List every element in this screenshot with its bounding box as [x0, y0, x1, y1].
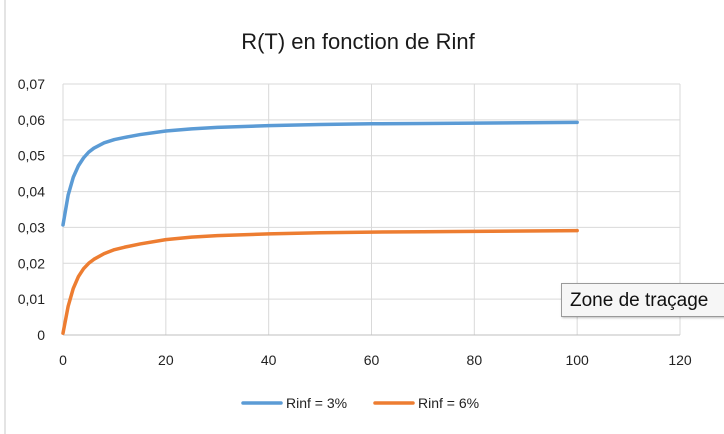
x-tick-label: 0 — [59, 352, 67, 368]
x-tick-label: 40 — [261, 352, 277, 368]
x-tick-label: 60 — [364, 352, 380, 368]
x-tick-label: 80 — [467, 352, 483, 368]
legend-label-2: Rinf = 6% — [418, 395, 479, 411]
y-tick-label: 0,06 — [18, 112, 45, 128]
x-tick-label: 20 — [158, 352, 174, 368]
y-tick-label: 0 — [37, 327, 45, 343]
y-tick-label: 0,05 — [18, 148, 45, 164]
y-tick-label: 0,07 — [18, 76, 45, 92]
chart-title: R(T) en fonction de Rinf — [241, 29, 475, 54]
plot-area[interactable] — [61, 120, 579, 335]
x-tick-label: 100 — [565, 352, 589, 368]
legend[interactable]: Rinf = 3% Rinf = 6% — [241, 395, 479, 411]
y-tick-label: 0,02 — [18, 255, 45, 271]
series-line-2[interactable] — [61, 228, 579, 335]
axes: 0 0,01 0,02 0,03 0,04 0,05 0,06 0,07 0 20 40 60 80 10… — [18, 76, 692, 368]
x-tick-label: 120 — [668, 352, 692, 368]
series-line-1[interactable] — [61, 120, 579, 227]
tooltip-plot-area: Zone de traçage — [561, 283, 724, 317]
y-tick-label: 0,03 — [18, 219, 45, 235]
legend-label-1: Rinf = 3% — [286, 395, 347, 411]
y-tick-label: 0,04 — [18, 184, 45, 200]
y-tick-label: 0,01 — [18, 291, 45, 307]
